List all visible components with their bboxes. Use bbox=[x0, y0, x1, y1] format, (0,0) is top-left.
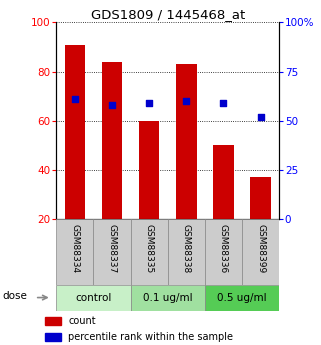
Text: dose: dose bbox=[3, 291, 28, 301]
Bar bbox=[45, 333, 61, 341]
Bar bbox=[139, 121, 159, 219]
Point bbox=[147, 100, 152, 106]
Bar bbox=[93, 219, 131, 285]
Text: GSM88338: GSM88338 bbox=[182, 224, 191, 274]
Title: GDS1809 / 1445468_at: GDS1809 / 1445468_at bbox=[91, 8, 245, 21]
Bar bbox=[250, 177, 271, 219]
Text: percentile rank within the sample: percentile rank within the sample bbox=[68, 332, 233, 342]
Point bbox=[72, 96, 77, 102]
Bar bbox=[131, 219, 168, 285]
Bar bbox=[56, 285, 131, 310]
Point bbox=[258, 114, 263, 120]
Text: GSM88334: GSM88334 bbox=[70, 224, 79, 274]
Bar bbox=[205, 285, 279, 310]
Bar bbox=[45, 317, 61, 325]
Text: 0.5 ug/ml: 0.5 ug/ml bbox=[217, 293, 267, 303]
Bar bbox=[168, 219, 205, 285]
Text: count: count bbox=[68, 316, 96, 326]
Bar bbox=[176, 64, 196, 219]
Bar bbox=[56, 219, 93, 285]
Text: GSM88336: GSM88336 bbox=[219, 224, 228, 274]
Bar bbox=[205, 219, 242, 285]
Point bbox=[109, 102, 115, 108]
Bar bbox=[131, 285, 205, 310]
Bar bbox=[102, 62, 122, 219]
Text: control: control bbox=[75, 293, 111, 303]
Bar bbox=[242, 219, 279, 285]
Point bbox=[184, 98, 189, 104]
Text: GSM88399: GSM88399 bbox=[256, 224, 265, 274]
Bar bbox=[65, 45, 85, 219]
Text: GSM88337: GSM88337 bbox=[108, 224, 117, 274]
Text: GSM88335: GSM88335 bbox=[145, 224, 154, 274]
Point bbox=[221, 100, 226, 106]
Text: 0.1 ug/ml: 0.1 ug/ml bbox=[143, 293, 193, 303]
Bar bbox=[213, 145, 234, 219]
